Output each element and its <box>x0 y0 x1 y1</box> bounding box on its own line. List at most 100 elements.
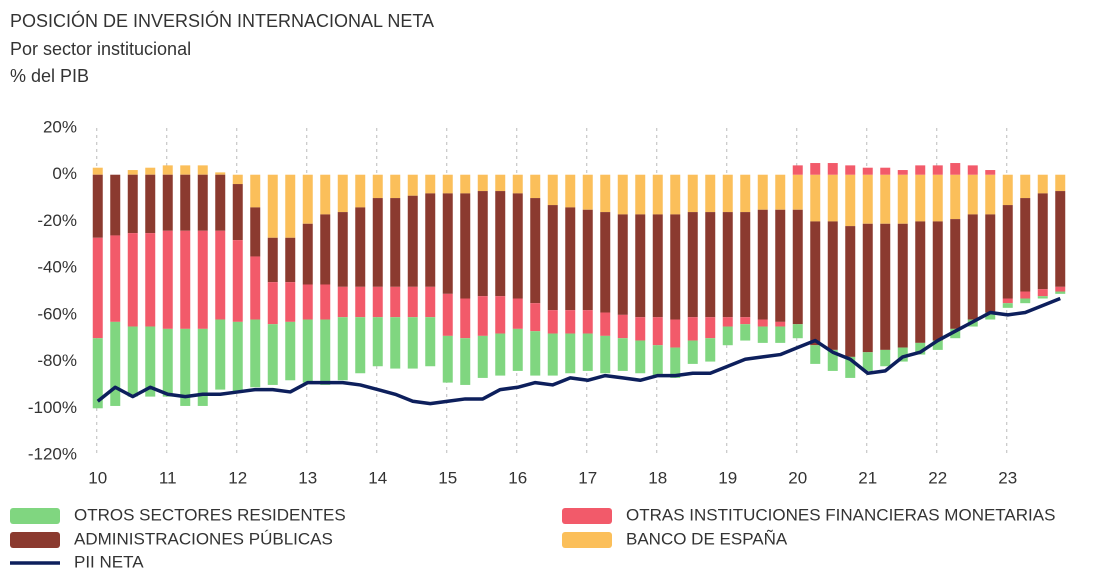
x-tick-label: 10 <box>88 468 107 487</box>
bar-segment <box>915 174 926 222</box>
bar-segment <box>127 174 138 234</box>
bar-segment <box>897 170 908 175</box>
bar-segment <box>617 174 628 215</box>
bar-segment <box>775 326 786 343</box>
bar-segment <box>512 193 523 299</box>
bar-segment <box>442 335 453 383</box>
bar-segment <box>810 163 821 175</box>
bar-segment <box>985 170 996 175</box>
bar-segment <box>582 310 593 334</box>
bar-segment <box>530 303 541 332</box>
legend-label: ADMINISTRACIONES PÚBLICAS <box>74 529 333 548</box>
bar-segment <box>355 317 366 374</box>
bar-segment <box>302 284 313 320</box>
bar-segment <box>337 317 348 381</box>
bar-segment <box>705 338 716 362</box>
bar-segment <box>267 324 278 385</box>
bar-segment <box>460 338 471 385</box>
y-tick-label: -20% <box>37 211 77 230</box>
legend-label: PII NETA <box>74 552 144 569</box>
bar-segment <box>250 319 261 388</box>
bar-segment <box>880 174 891 224</box>
bar-segment <box>285 174 296 238</box>
bar-segment <box>1055 174 1066 192</box>
bar-segment <box>197 165 208 175</box>
bar-segment <box>705 212 716 318</box>
bar-segment <box>950 174 961 220</box>
bar-segment <box>985 214 996 313</box>
bar-segment <box>320 214 331 285</box>
legend-swatch <box>562 532 612 548</box>
bar-segment <box>565 207 576 311</box>
bar-segment <box>1020 174 1031 199</box>
x-tick-label: 21 <box>858 468 877 487</box>
bar-segment <box>215 174 226 231</box>
bar-segment <box>617 338 628 371</box>
bar-segment <box>390 317 401 369</box>
bar-segment <box>127 170 138 175</box>
bar-segment <box>1002 303 1013 308</box>
bar-segment <box>127 233 138 327</box>
bar-segment <box>92 338 103 409</box>
bar-segment <box>915 342 926 355</box>
unit-label: % del PIB <box>10 66 89 86</box>
bar-segment <box>1020 198 1031 292</box>
bar-segment <box>197 230 208 329</box>
bar-segment <box>372 317 383 367</box>
bar-segment <box>390 198 401 287</box>
bar-segment <box>617 214 628 315</box>
bar-segment <box>757 209 768 320</box>
bar-segment <box>285 237 296 283</box>
bar-segment <box>722 326 733 346</box>
bar-segment <box>670 319 681 348</box>
bar-segment <box>617 314 628 339</box>
bar-segment <box>460 298 471 339</box>
bar-segment <box>460 174 471 194</box>
bar-segment <box>547 333 558 376</box>
bar-segment <box>985 312 996 320</box>
bar-segment <box>477 191 488 297</box>
bar-segment <box>215 230 226 320</box>
bar-segment <box>162 165 173 175</box>
bar-segment <box>1037 296 1048 299</box>
x-tick-label: 15 <box>438 468 457 487</box>
bar-segment <box>390 286 401 318</box>
bar-segment <box>442 293 453 336</box>
bar-segment <box>460 193 471 299</box>
bar-segment <box>215 319 226 390</box>
bar-segment <box>1037 174 1048 194</box>
bar-segment <box>215 172 226 175</box>
bar-segment <box>495 191 506 297</box>
bar-segment <box>757 174 768 210</box>
bar-segment <box>967 174 978 215</box>
x-tick-label: 17 <box>578 468 597 487</box>
bar-segment <box>390 174 401 199</box>
bar-segment <box>845 226 856 357</box>
bar-segment <box>145 174 156 234</box>
bar-segment <box>197 174 208 231</box>
bar-segment <box>547 310 558 334</box>
bar-segment <box>180 174 191 231</box>
bar-segment <box>1037 289 1048 297</box>
y-tick-label: -80% <box>37 351 77 370</box>
bar-segment <box>915 165 926 175</box>
bar-segment <box>92 174 103 238</box>
bar-segment <box>1020 298 1031 304</box>
bar-segment <box>915 221 926 343</box>
bar-segment <box>320 174 331 215</box>
bar-segment <box>267 174 278 238</box>
bar-segment <box>180 230 191 329</box>
bar-segment <box>565 310 576 334</box>
bar-segment <box>180 328 191 406</box>
bar-segment <box>547 205 558 311</box>
bar-segment <box>600 174 611 213</box>
y-tick-label: -60% <box>37 304 77 323</box>
bar-segment <box>897 347 908 362</box>
chart-subtitle: Por sector institucional <box>10 39 191 59</box>
bar-segment <box>705 317 716 339</box>
bar-segment <box>932 174 943 222</box>
bar-segment <box>757 319 768 327</box>
bar-segment <box>862 223 873 353</box>
bar-segment <box>810 174 821 222</box>
bar-segment <box>775 321 786 327</box>
